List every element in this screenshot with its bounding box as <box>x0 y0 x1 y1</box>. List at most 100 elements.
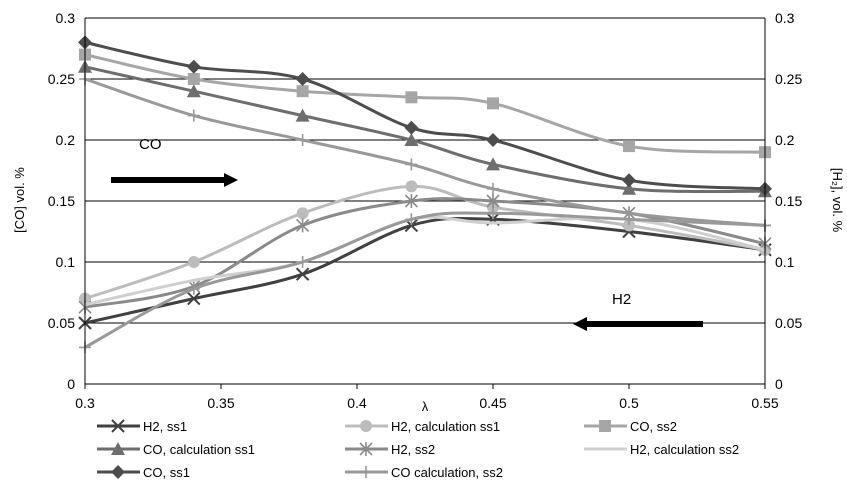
legend-item: CO, ss2 <box>584 419 677 434</box>
data-point <box>187 256 200 268</box>
legend-label: CO, ss1 <box>143 465 190 480</box>
legend-item: H2, calculation ss1 <box>345 419 500 434</box>
data-point <box>487 182 499 195</box>
legend-marker <box>111 465 125 479</box>
arrow-left-icon <box>573 317 703 331</box>
legend-item: CO, calculation ss1 <box>97 442 255 457</box>
data-point <box>486 157 500 171</box>
data-point <box>296 134 309 146</box>
data-point <box>405 158 418 171</box>
y-right-tick-label: 0.3 <box>775 10 795 26</box>
data-point <box>486 133 500 147</box>
series-0 <box>78 212 772 330</box>
series-line <box>84 77 766 227</box>
legend-label: H2, ss1 <box>143 419 187 434</box>
series-line <box>84 53 766 154</box>
data-point <box>623 207 635 220</box>
data-point <box>295 267 310 281</box>
data-point <box>296 207 309 220</box>
data-point <box>187 291 201 306</box>
data-point <box>404 194 418 208</box>
series-3 <box>78 59 772 198</box>
x-tick-label: 0.3 <box>75 395 95 411</box>
data-point <box>295 108 310 122</box>
series-line <box>84 216 766 325</box>
data-point <box>623 140 635 153</box>
annotation-co-label: CO <box>139 136 162 153</box>
legend-item: H2, ss1 <box>97 419 187 434</box>
data-point <box>622 181 636 195</box>
gridlines <box>85 17 765 324</box>
data-point <box>186 84 201 98</box>
data-point <box>623 219 635 232</box>
data-point <box>404 133 419 146</box>
data-point <box>187 73 200 85</box>
data-point <box>487 207 499 220</box>
legend-item: CO, ss1 <box>97 465 190 480</box>
y-left-tick-label: 0 <box>67 376 75 392</box>
y-left-tick-label: 0.25 <box>48 71 75 87</box>
x-tick-label: 0.4 <box>347 395 367 411</box>
y-right-tick-label: 0 <box>775 376 783 392</box>
y-left-tick-label: 0.3 <box>56 10 76 26</box>
y-right-tick-label: 0.2 <box>775 132 795 148</box>
legend-item: CO calculation, ss2 <box>345 465 503 480</box>
x-axis-label: λ <box>422 399 429 414</box>
data-point <box>405 91 418 104</box>
series-group <box>78 35 772 354</box>
y-left-tick-label: 0.1 <box>56 254 76 270</box>
arrow-right-icon <box>111 173 238 187</box>
data-point <box>187 282 200 295</box>
legend-item: H2, calculation ss2 <box>584 442 739 457</box>
legend: H2, ss1 H2, calculation ss1 CO, ss2 CO, cal… <box>97 419 739 480</box>
data-point <box>486 194 500 208</box>
data-point <box>296 85 309 98</box>
legend-label: H2, ss2 <box>391 442 435 457</box>
annotations: CO H2 <box>111 136 703 331</box>
data-point <box>186 59 201 74</box>
data-point <box>487 97 499 110</box>
y-left-tick-label: 0.15 <box>48 193 75 209</box>
data-point <box>405 180 418 193</box>
legend-label: CO, calculation ss1 <box>143 442 255 457</box>
legend-label: CO calculation, ss2 <box>391 465 503 480</box>
legend-label: H2, calculation ss1 <box>391 419 500 434</box>
series-7 <box>79 207 771 354</box>
y-right-tick-label: 0.1 <box>775 254 795 270</box>
x-tick-label: 0.45 <box>479 395 506 411</box>
axes <box>84 18 766 389</box>
series-line <box>84 65 766 194</box>
y-right-tick-label: 0.05 <box>775 315 802 331</box>
legend-marker <box>360 420 372 432</box>
data-point <box>296 256 309 268</box>
y-axis-left-label: [CO] vol. % <box>12 167 27 233</box>
y-right-tick-label: 0.25 <box>775 71 802 87</box>
x-tick-label: 0.35 <box>207 395 234 411</box>
legend-item: H2, ss2 <box>345 442 435 457</box>
y-right-tick-label: 0.15 <box>775 193 802 209</box>
legend-marker <box>111 442 125 455</box>
legend-marker <box>111 419 125 433</box>
data-point <box>622 173 636 188</box>
data-point <box>187 109 200 122</box>
data-point <box>405 213 418 226</box>
legend-marker <box>360 466 372 478</box>
data-point <box>296 218 310 233</box>
y-axis-right-label: [H₂], vol. % <box>830 168 845 233</box>
x-tick-label: 0.55 <box>751 395 778 411</box>
legend-label: CO, ss2 <box>630 419 677 434</box>
series-6 <box>78 35 772 196</box>
x-tick-label: 0.5 <box>619 395 639 411</box>
legend-label: H2, calculation ss2 <box>630 442 739 457</box>
y-left-tick-label: 0.2 <box>56 132 76 148</box>
tick-labels: 0 0 0.05 0.05 0.1 0.1 0.15 0.15 0.2 0.2 0.25 0.25 0.… <box>48 10 803 411</box>
y-left-tick-label: 0.05 <box>48 315 75 331</box>
legend-marker <box>599 420 611 432</box>
series-4 <box>78 194 772 315</box>
legend-marker <box>359 442 373 456</box>
series-8 <box>79 73 771 232</box>
data-point <box>404 120 419 135</box>
data-point <box>295 72 310 86</box>
annotation-h2-label: H2 <box>612 291 631 308</box>
